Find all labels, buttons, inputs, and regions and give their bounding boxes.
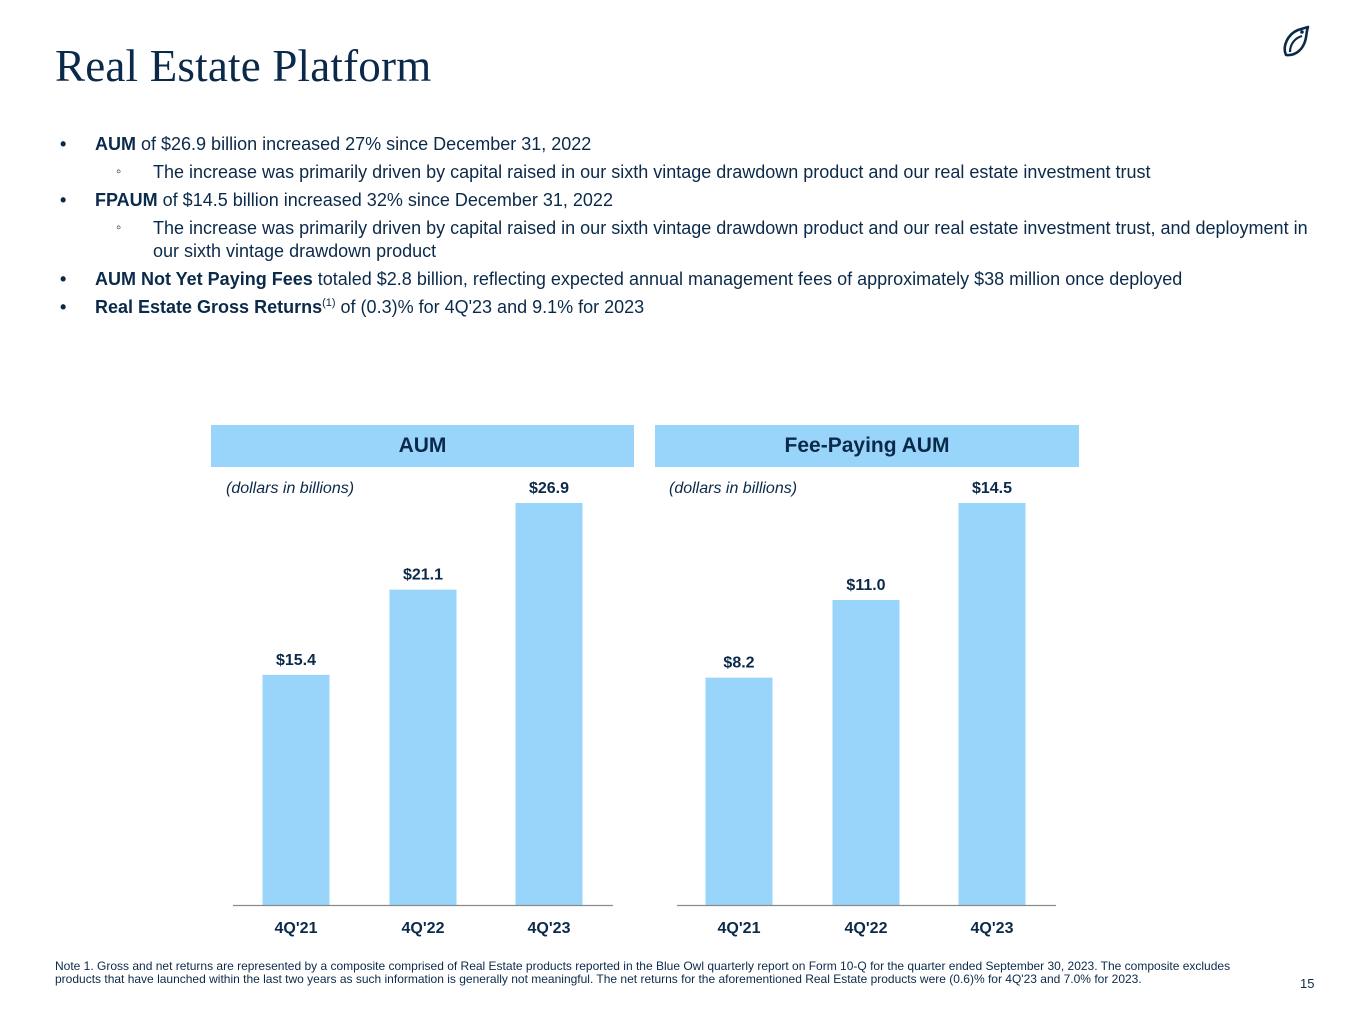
bullet-marker: • — [60, 269, 67, 289]
sub-bullet-text: The increase was primarily driven by cap… — [153, 218, 1308, 261]
bullet-marker: • — [60, 297, 67, 317]
sub-bullet-marker: ◦ — [116, 219, 122, 236]
x-tick-label: 4Q'21 — [275, 920, 318, 937]
bullet-fpaum: • FPAUM of $14.5 billion increased 32% s… — [60, 189, 1320, 212]
bar — [832, 600, 900, 905]
bullet-aum: • AUM of $26.9 billion increased 27% sin… — [60, 133, 1320, 156]
x-tick-label: 4Q'23 — [528, 920, 571, 937]
data-label: $11.0 — [846, 577, 885, 594]
bar — [389, 589, 457, 905]
bar — [262, 674, 330, 905]
bullet-marker: • — [60, 134, 67, 154]
data-label: $21.1 — [403, 567, 443, 584]
aum-units-note: (dollars in billions) — [226, 480, 355, 497]
bullet-text: totaled $2.8 billion, reflecting expecte… — [312, 269, 1183, 289]
aum-chart-header: AUM — [211, 425, 634, 467]
fpaum-chart-header: Fee-Paying AUM — [655, 425, 1079, 467]
owl-logo-icon — [1283, 25, 1310, 57]
x-tick-label: 4Q'22 — [402, 920, 445, 937]
bullet-gross-returns: • Real Estate Gross Returns(1) of (0.3)%… — [60, 296, 1320, 319]
footnote: Note 1. Gross and net returns are repres… — [55, 959, 1231, 986]
x-tick-label: 4Q'22 — [845, 920, 888, 937]
sub-bullet-aum: ◦ The increase was primarily driven by c… — [60, 161, 1320, 184]
fpaum-units-note: (dollars in billions) — [669, 480, 798, 497]
bar — [958, 503, 1026, 905]
x-tick-label: 4Q'23 — [971, 920, 1014, 937]
x-tick-label: 4Q'21 — [718, 920, 761, 937]
sub-bullet-text: The increase was primarily driven by cap… — [153, 162, 1151, 182]
bullet-not-yet-paying: • AUM Not Yet Paying Fees totaled $2.8 b… — [60, 268, 1320, 291]
page-number: 15 — [1300, 976, 1315, 991]
bar — [705, 677, 773, 905]
data-label: $15.4 — [276, 652, 316, 669]
bullet-label: FPAUM — [95, 190, 158, 210]
sub-bullet-fpaum: ◦ The increase was primarily driven by c… — [60, 217, 1320, 263]
bullet-label: AUM Not Yet Paying Fees — [95, 269, 313, 289]
data-label: $8.2 — [723, 655, 754, 672]
bullet-text: of $26.9 billion increased 27% since Dec… — [136, 134, 592, 154]
page-title: Real Estate Platform — [55, 41, 432, 91]
bullet-text: of $14.5 billion increased 32% since Dec… — [157, 190, 613, 210]
bullet-label: Real Estate Gross Returns — [95, 297, 323, 317]
bullet-marker: • — [60, 190, 67, 210]
data-label: $14.5 — [972, 480, 1012, 497]
sub-bullet-marker: ◦ — [116, 163, 122, 180]
bullet-label: AUM — [95, 134, 136, 154]
bar — [515, 503, 583, 905]
footnote-ref: (1) — [322, 297, 336, 309]
summary-bullets: • AUM of $26.9 billion increased 27% sin… — [60, 133, 1320, 324]
bullet-text: of (0.3)% for 4Q'23 and 9.1% for 2023 — [335, 297, 645, 317]
data-label: $26.9 — [529, 480, 569, 497]
